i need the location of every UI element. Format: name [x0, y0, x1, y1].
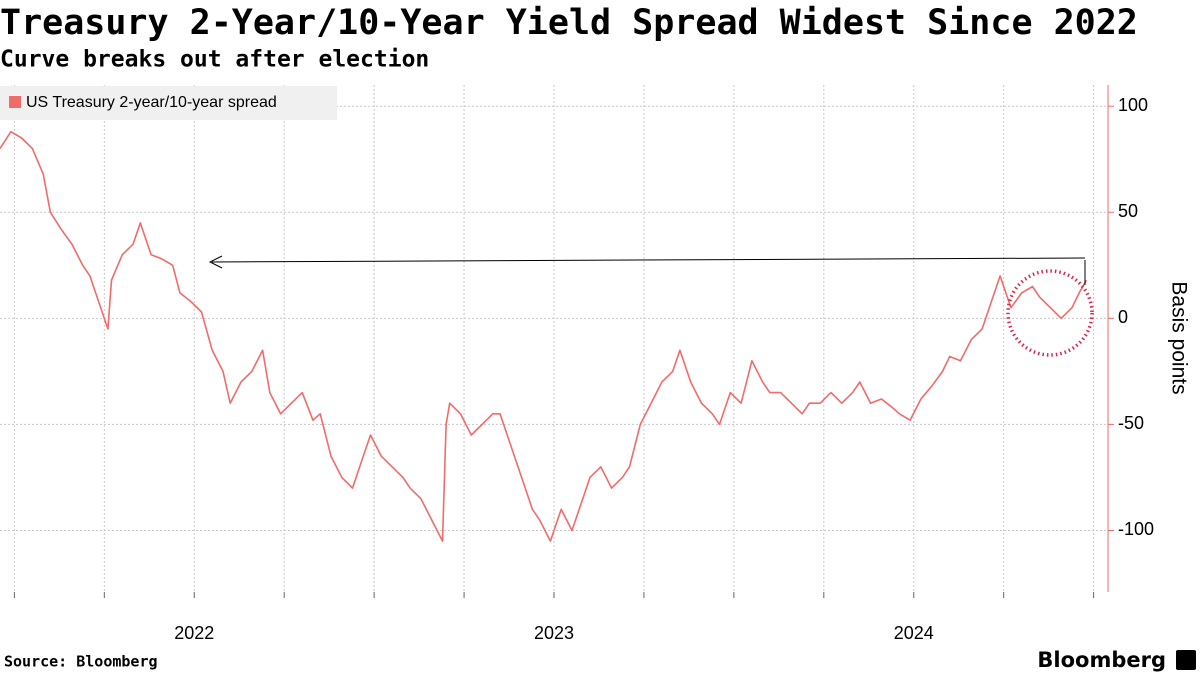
source: Source: Bloomberg [4, 653, 158, 671]
chart-subtitle: Curve breaks out after election [0, 47, 429, 73]
arrow-head [208, 255, 223, 269]
x-tick-label: 2022 [174, 623, 214, 643]
brand-icon [1176, 650, 1196, 670]
legend-swatch [9, 96, 21, 108]
y-tick-label: -100 [1118, 519, 1154, 539]
x-tick-label: 2023 [534, 623, 574, 643]
x-tick-label: 2024 [894, 623, 934, 643]
y-axis-label: Basis points [1167, 281, 1190, 394]
y-tick-label: 50 [1118, 201, 1138, 221]
y-tick-label: 100 [1118, 95, 1148, 115]
legend-label: US Treasury 2-year/10-year spread [26, 94, 277, 111]
plot-area [0, 130, 1088, 542]
y-tick-label: 0 [1118, 307, 1128, 327]
grid: -100 -50 0 50 100 2022 2023 2024 [0, 85, 1154, 643]
annotation-arrow [211, 257, 1086, 263]
highlight-circle [1006, 269, 1094, 357]
legend: US Treasury 2-year/10-year spread [0, 86, 337, 120]
legend-box [0, 86, 337, 120]
brand-logo: Bloomberg [1037, 648, 1166, 672]
series-line [0, 130, 1088, 542]
y-tick-label: -50 [1118, 413, 1144, 433]
chart-title: Treasury 2-Year/10-Year Yield Spread Wid… [0, 3, 1138, 43]
